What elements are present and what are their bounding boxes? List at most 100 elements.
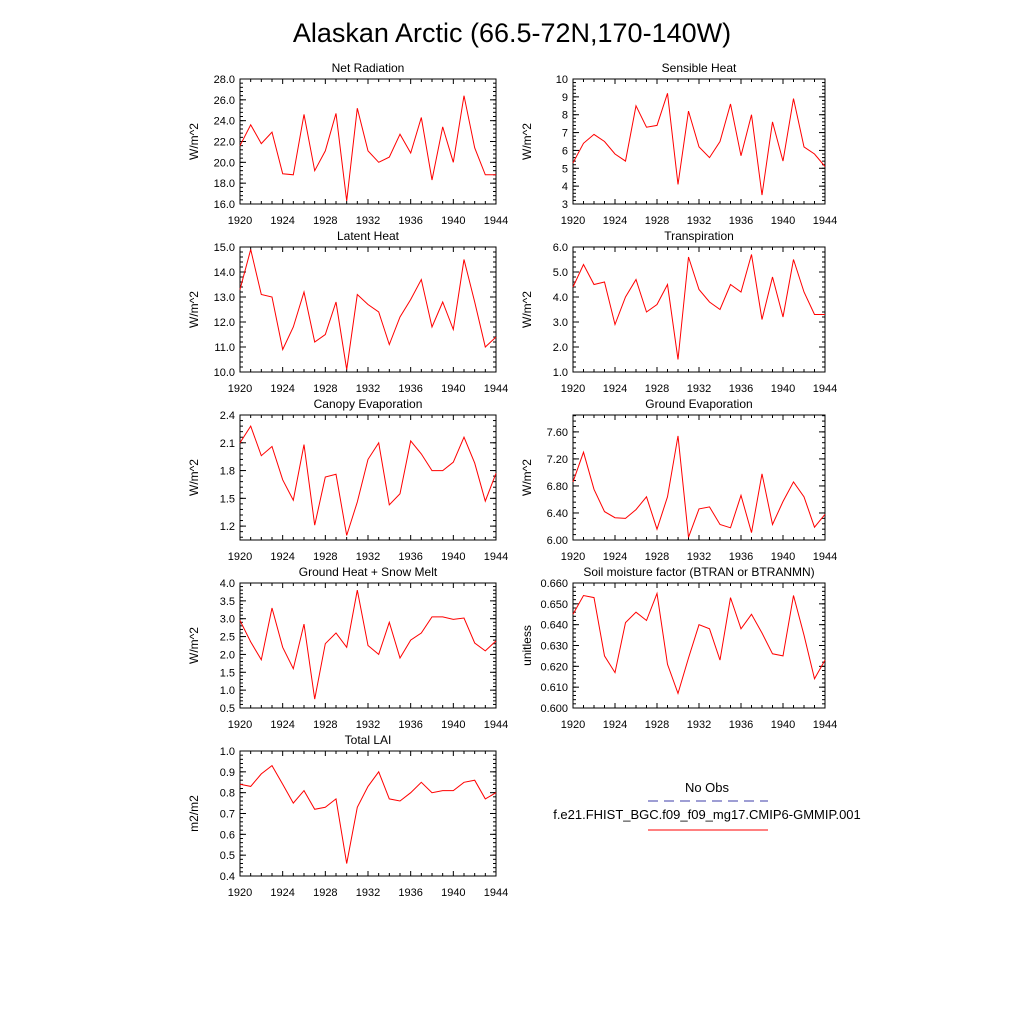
- y-axis-label: W/m^2: [520, 291, 534, 328]
- y-tick-label: 1.0: [220, 685, 235, 697]
- plot-frame: [572, 414, 826, 541]
- y-tick-label: 6: [562, 145, 568, 157]
- x-tick-label: 1920: [561, 383, 585, 395]
- y-tick-label: 28.0: [214, 74, 235, 86]
- y-tick-label: 7: [562, 128, 568, 140]
- y-tick-label: 3.5: [220, 596, 235, 608]
- x-tick-label: 1920: [561, 719, 585, 731]
- x-tick-label: 1924: [270, 383, 294, 395]
- x-tick-label: 1924: [270, 719, 294, 731]
- series-line: [572, 93, 826, 196]
- series-line: [239, 249, 497, 370]
- legend-obs-label: No Obs: [685, 780, 730, 795]
- chart-panel: Soil moisture factor (BTRAN or BTRANMN) u…: [520, 565, 837, 731]
- legend: No Obs f.e21.FHIST_BGC.f09_f09_mg17.CMIP…: [553, 780, 861, 831]
- x-tick-label: 1932: [687, 383, 711, 395]
- y-tick-label: 7.60: [547, 427, 568, 439]
- x-tick-label: 1920: [228, 383, 252, 395]
- y-axis-label: W/m^2: [187, 459, 201, 496]
- y-tick-label: 18.0: [214, 178, 235, 190]
- panel-title: Sensible Heat: [662, 61, 737, 75]
- x-tick-label: 1940: [441, 215, 465, 227]
- y-tick-label: 4.0: [220, 578, 235, 590]
- y-tick-label: 0.630: [540, 641, 568, 653]
- y-tick-label: 6.80: [547, 481, 568, 493]
- y-tick-label: 0.660: [540, 578, 568, 590]
- y-tick-label: 1.0: [220, 746, 235, 758]
- panel-title: Transpiration: [664, 229, 734, 243]
- y-axis-label: W/m^2: [187, 291, 201, 328]
- x-tick-label: 1936: [729, 383, 753, 395]
- y-tick-label: 11.0: [214, 342, 235, 354]
- y-tick-label: 0.5: [220, 703, 235, 715]
- x-tick-label: 1924: [270, 551, 294, 563]
- x-tick-label: 1936: [398, 215, 422, 227]
- y-tick-label: 0.7: [220, 809, 235, 821]
- x-tick-label: 1932: [687, 215, 711, 227]
- y-tick-label: 16.0: [214, 199, 235, 211]
- x-tick-label: 1920: [228, 215, 252, 227]
- y-tick-label: 2.5: [220, 632, 235, 644]
- chart-panel: Total LAI m2/m2 1920 1924 1928 1932 1936 1940 19…: [187, 733, 508, 899]
- x-tick-label: 1936: [398, 383, 422, 395]
- y-tick-label: 2.0: [220, 649, 235, 661]
- x-tick-label: 1920: [228, 887, 252, 899]
- y-tick-label: 4.0: [553, 292, 568, 304]
- x-tick-label: 1932: [356, 551, 380, 563]
- y-tick-label: 1.8: [220, 466, 235, 478]
- y-tick-label: 15.0: [214, 242, 235, 254]
- x-tick-label: 1940: [771, 719, 795, 731]
- y-axis-label: W/m^2: [187, 123, 201, 160]
- x-tick-label: 1932: [356, 719, 380, 731]
- y-tick-label: 8: [562, 110, 568, 122]
- x-tick-label: 1924: [603, 551, 627, 563]
- y-tick-label: 26.0: [214, 95, 235, 107]
- x-tick-label: 1944: [484, 215, 508, 227]
- chart-panel: Net Radiation W/m^2 1920 1924 1928 1932 1936 19…: [187, 61, 508, 227]
- series-line: [239, 764, 497, 864]
- x-tick-label: 1940: [771, 383, 795, 395]
- y-axis-label: m2/m2: [187, 795, 201, 832]
- y-tick-label: 0.610: [540, 682, 568, 694]
- plot-frame: [572, 78, 826, 205]
- x-tick-label: 1936: [398, 887, 422, 899]
- y-axis-label: unitless: [520, 625, 534, 666]
- x-tick-label: 1932: [687, 719, 711, 731]
- x-tick-label: 1920: [561, 215, 585, 227]
- series-line: [239, 95, 496, 201]
- x-tick-label: 1924: [603, 719, 627, 731]
- x-tick-label: 1940: [771, 215, 795, 227]
- y-tick-label: 1.2: [220, 521, 235, 533]
- x-tick-label: 1932: [356, 215, 380, 227]
- y-tick-label: 2.0: [553, 342, 568, 354]
- y-tick-label: 4: [562, 181, 568, 193]
- y-tick-label: 1.0: [553, 367, 568, 379]
- x-tick-label: 1940: [441, 887, 465, 899]
- x-tick-label: 1936: [398, 719, 422, 731]
- x-tick-label: 1944: [813, 551, 837, 563]
- plot-frame: [239, 750, 497, 877]
- x-tick-label: 1944: [484, 383, 508, 395]
- y-tick-label: 12.0: [214, 317, 235, 329]
- panel-title: Net Radiation: [332, 61, 405, 75]
- y-tick-label: 2.1: [220, 438, 235, 450]
- y-tick-label: 3: [562, 199, 568, 211]
- x-tick-label: 1932: [687, 551, 711, 563]
- x-tick-label: 1928: [645, 551, 669, 563]
- y-tick-label: 6.0: [553, 242, 568, 254]
- series-line: [239, 424, 497, 536]
- chart-panel: Ground Heat + Snow Melt W/m^2 1920 1924 1928…: [187, 565, 508, 731]
- y-axis-label: W/m^2: [187, 627, 201, 664]
- x-tick-label: 1932: [356, 887, 380, 899]
- y-tick-label: 5: [562, 163, 568, 175]
- x-tick-label: 1928: [645, 719, 669, 731]
- x-tick-label: 1924: [270, 887, 294, 899]
- y-tick-label: 6.40: [547, 508, 568, 520]
- x-tick-label: 1944: [484, 551, 508, 563]
- x-tick-label: 1924: [270, 215, 294, 227]
- x-tick-label: 1944: [813, 383, 837, 395]
- x-tick-label: 1928: [313, 719, 337, 731]
- panel-title: Total LAI: [345, 733, 392, 747]
- chart-panel: Transpiration W/m^2 1920 1924 1928 1932 1936 19…: [520, 229, 837, 395]
